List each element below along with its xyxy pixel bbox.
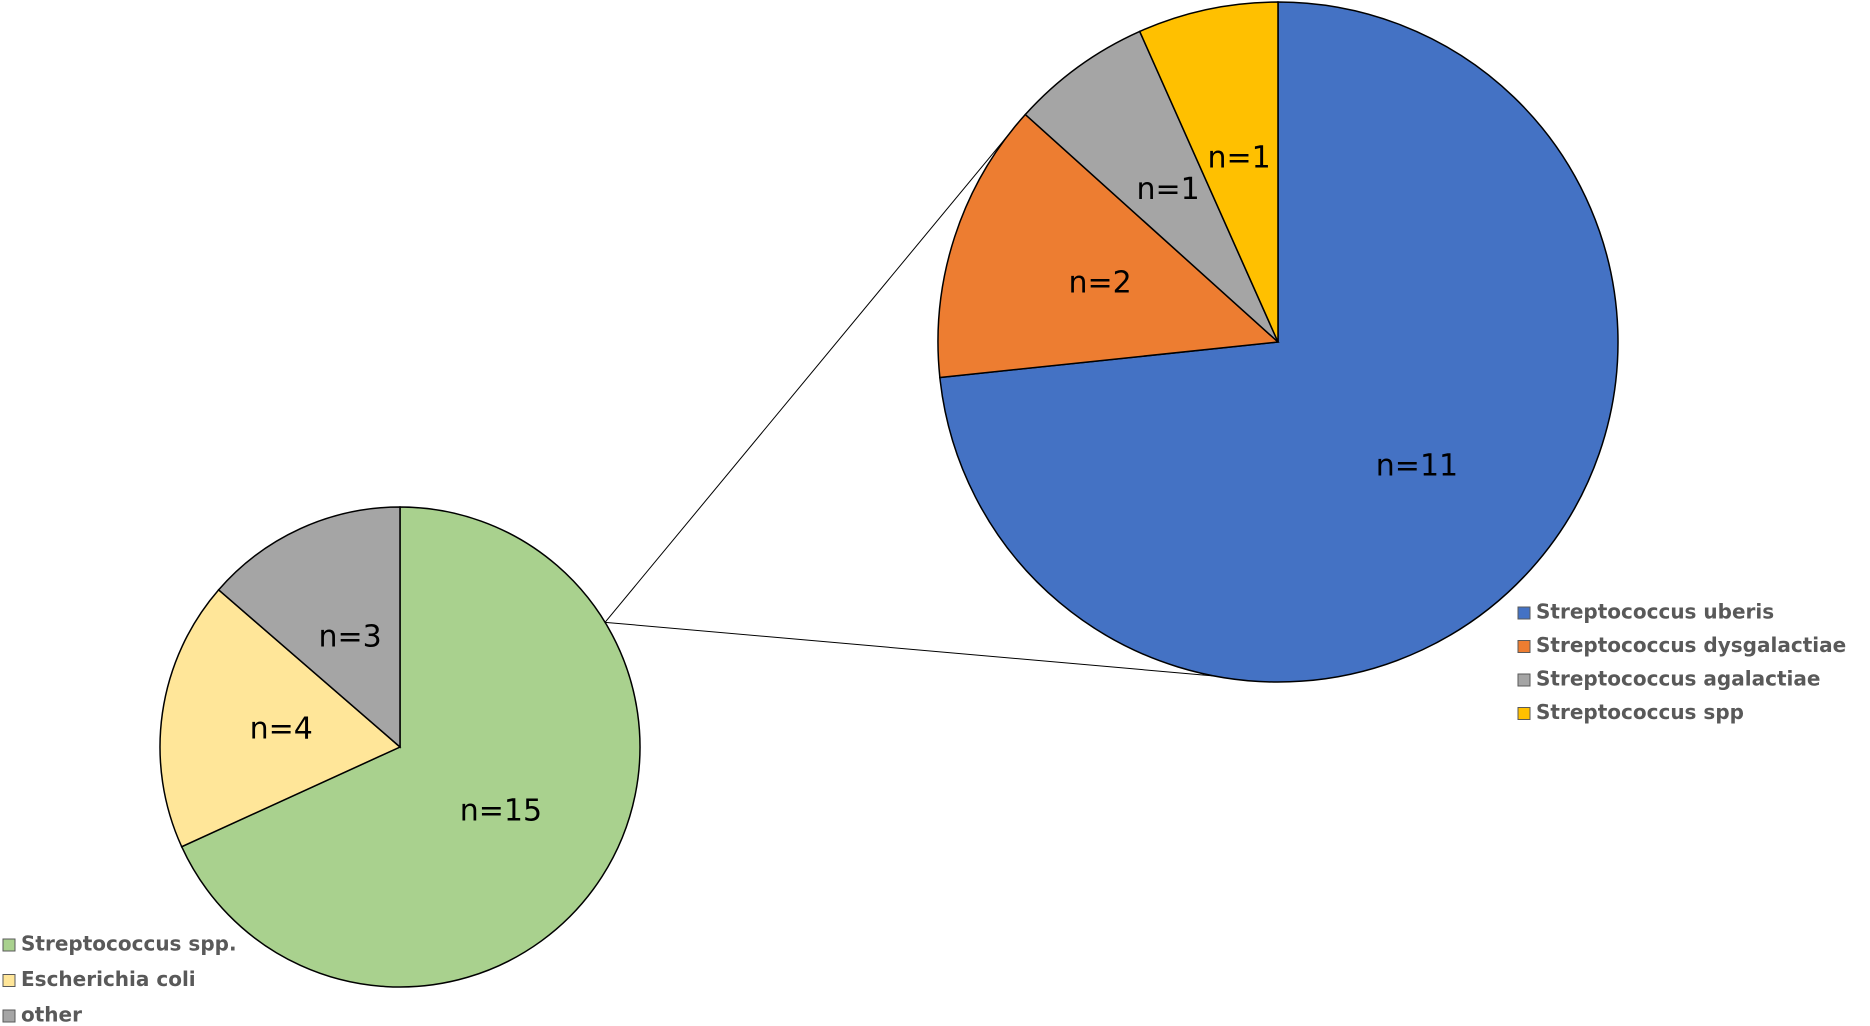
pie-slice — [937, 113, 1280, 379]
data-label: n=2 — [1069, 266, 1132, 301]
legend-label: Streptococcus dysgalactiae — [1536, 633, 1846, 657]
legend-label: Streptococcus uberis — [1536, 600, 1774, 624]
legend-swatch — [2, 1009, 16, 1023]
legend-label: Streptococcus agalactiae — [1536, 667, 1820, 691]
pie-slice — [1024, 30, 1279, 343]
data-label: n=4 — [250, 711, 313, 746]
legend-swatch — [2, 974, 16, 987]
pie-slice — [217, 506, 401, 749]
legend-swatch — [1517, 640, 1531, 653]
data-label: n=11 — [1376, 449, 1458, 484]
data-label: n=3 — [319, 619, 382, 654]
legend-label: Streptococcus spp. — [21, 932, 237, 956]
legend-swatch — [1517, 673, 1531, 687]
legend-swatch — [1517, 606, 1531, 620]
legend-swatch — [1517, 707, 1531, 720]
pie-slice — [180, 506, 641, 988]
legend-swatch — [2, 938, 16, 952]
legend-label: Streptococcus spp — [1536, 700, 1744, 724]
legend-label: Escherichia coli — [21, 967, 196, 991]
connector-line — [604, 115, 1025, 623]
pie-slice — [1138, 1, 1279, 343]
data-label: n=1 — [1207, 141, 1270, 176]
data-label: n=15 — [460, 793, 542, 828]
connector-line — [605, 621, 1215, 677]
legend-label: other — [21, 1003, 82, 1026]
data-label: n=1 — [1136, 172, 1199, 207]
pie-slice — [159, 588, 402, 848]
